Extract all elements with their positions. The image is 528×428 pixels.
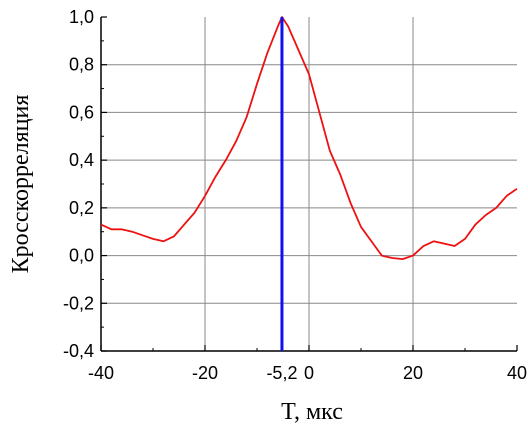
y-tick-label: 0,2	[69, 198, 94, 218]
x-axis-title: T, мкс	[281, 399, 343, 425]
x-tick-label: -20	[192, 363, 218, 383]
y-tick-label: 1,0	[69, 7, 94, 27]
y-tick-label: -0,4	[63, 341, 94, 361]
y-tick-label: 0,6	[69, 102, 94, 122]
x-tick-label: -5,2	[266, 363, 297, 383]
x-tick-label: 20	[403, 363, 423, 383]
x-tick-label: 40	[507, 363, 527, 383]
y-tick-label: -0,2	[63, 293, 94, 313]
series-line	[100, 16, 518, 261]
y-tick-label: 0,8	[69, 55, 94, 75]
x-tick-label: 0	[304, 363, 314, 383]
y-tick-label: 0,0	[69, 246, 94, 266]
y-tick-label: 0,4	[69, 150, 94, 170]
y-axis-title: Кросскорреляция	[8, 95, 34, 274]
x-tick-label: -40	[88, 363, 114, 383]
